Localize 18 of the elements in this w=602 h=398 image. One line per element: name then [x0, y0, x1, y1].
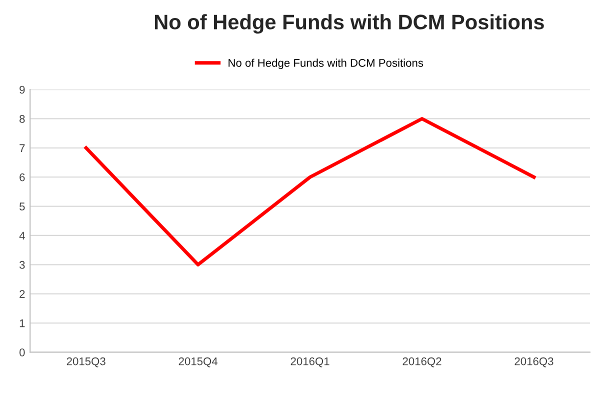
x-tick-label: 2015Q4 [178, 357, 218, 368]
y-tick-label: 9 [20, 86, 25, 94]
y-tick-label: 2 [20, 290, 25, 298]
x-tick-label: 2015Q3 [66, 357, 106, 368]
x-tick-label: 2016Q1 [290, 357, 330, 368]
y-tick-label: 1 [20, 319, 25, 328]
y-tick-label: 4 [19, 232, 25, 240]
y-tick-label: 0 [19, 348, 25, 356]
y-tick-label: 8 [20, 115, 25, 123]
y-tick-label: 6 [20, 173, 25, 182]
x-tick-label: 2016Q3 [514, 357, 554, 368]
y-tick-label: 5 [20, 202, 25, 210]
line-series [84, 117, 536, 266]
y-tick-label: 7 [20, 144, 25, 152]
legend-label: No of Hedge Funds with DCM Positions [228, 58, 424, 70]
y-tick-label: 3 [19, 260, 25, 269]
x-tick-label: 2016Q2 [402, 357, 442, 368]
chart-title: No of Hedge Funds with DCM Positions [154, 14, 544, 34]
